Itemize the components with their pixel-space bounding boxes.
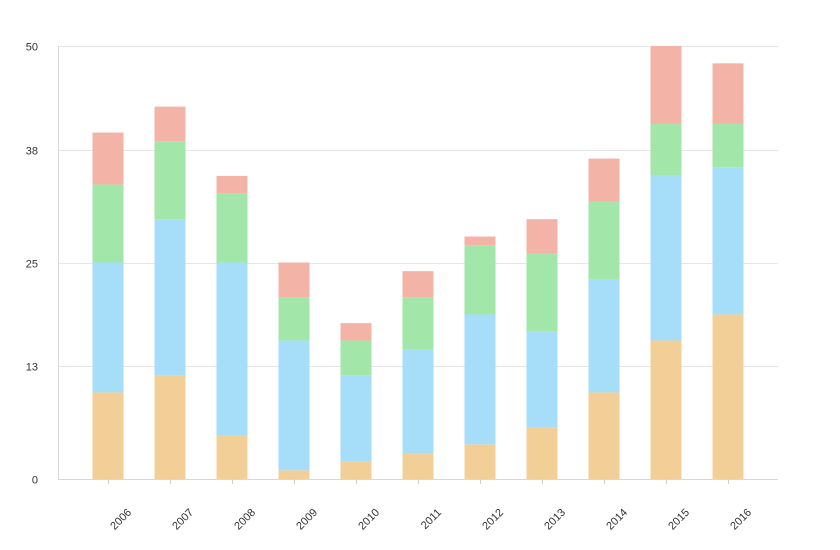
bars-layer — [92, 46, 744, 479]
bar-segment — [588, 279, 620, 393]
bar-segment — [464, 245, 496, 315]
labels-layer: 0 13 25 38 50 2006 2007 2008 2009 2010 2011 2012 201… — [26, 42, 754, 533]
bar-segment — [712, 123, 744, 168]
bar-segment — [92, 184, 124, 263]
x-tick-label: 2007 — [170, 507, 196, 533]
bar-segment — [650, 46, 682, 124]
x-tick-label: 2013 — [542, 507, 568, 533]
bar-segment — [712, 63, 744, 124]
y-tick-label: 50 — [26, 42, 38, 54]
x-tick-label: 2016 — [728, 507, 754, 533]
y-tick-label: 38 — [26, 146, 38, 158]
x-tick-label: 2015 — [666, 507, 692, 533]
bar-segment — [92, 262, 124, 393]
bar-segment — [340, 461, 372, 479]
bar-segment — [526, 219, 558, 254]
bar-segment — [464, 444, 496, 479]
x-tick-label: 2011 — [419, 507, 444, 532]
x-tick-label: 2010 — [356, 507, 382, 533]
bar-segment — [216, 435, 248, 479]
bar-segment — [588, 392, 620, 479]
bar-segment — [154, 106, 186, 142]
axis-layer — [58, 46, 778, 484]
bar-segment — [278, 470, 310, 479]
bar-segment — [278, 297, 310, 341]
bar-segment — [340, 375, 372, 462]
bar-segment — [712, 167, 744, 315]
bar-segment — [650, 340, 682, 479]
bar-segment — [154, 219, 186, 376]
y-tick-label: 0 — [32, 475, 38, 487]
bar-segment — [402, 297, 434, 350]
bar-segment — [154, 141, 186, 220]
y-tick-label: 13 — [26, 362, 38, 374]
bar-segment — [216, 175, 248, 194]
bar-segment — [216, 262, 248, 436]
bar-segment — [340, 323, 372, 341]
x-tick-label: 2012 — [480, 507, 506, 533]
x-tick-label: 2014 — [604, 507, 630, 533]
bar-segment — [402, 349, 434, 454]
bar-segment — [526, 331, 558, 428]
x-tick-label: 2006 — [108, 507, 134, 533]
bar-segment — [588, 158, 620, 202]
bar-segment — [278, 262, 310, 298]
y-tick-label: 25 — [26, 259, 38, 271]
bar-segment — [278, 340, 310, 471]
x-tick-label: 2008 — [232, 507, 258, 533]
bar-segment — [92, 392, 124, 479]
bar-segment — [154, 375, 186, 479]
bar-segment — [464, 236, 496, 246]
bar-segment — [216, 193, 248, 263]
bar-segment — [464, 314, 496, 445]
bar-segment — [588, 201, 620, 280]
x-tick-label: 2009 — [294, 507, 320, 533]
bar-segment — [712, 314, 744, 479]
bar-segment — [402, 271, 434, 298]
bar-segment — [340, 340, 372, 376]
bar-segment — [92, 132, 124, 185]
bar-segment — [526, 253, 558, 332]
bar-segment — [526, 427, 558, 479]
bar-segment — [650, 175, 682, 341]
bar-segment — [402, 453, 434, 479]
bar-segment — [650, 123, 682, 176]
